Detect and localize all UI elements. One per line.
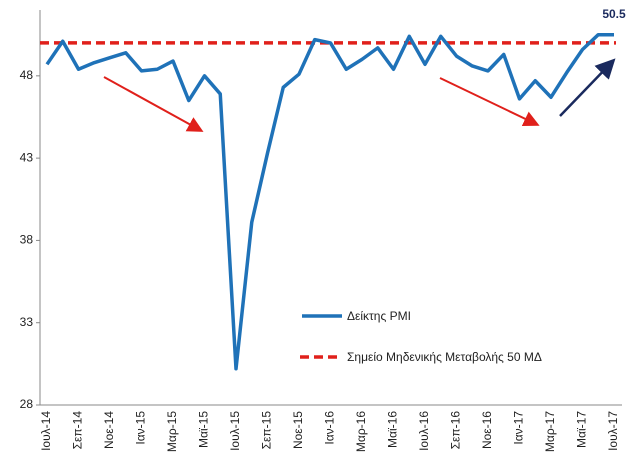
x-tick-label: Ιουλ-14 — [39, 411, 53, 451]
arrow — [439, 77, 540, 127]
x-tick-label: Σεπ-14 — [71, 411, 85, 450]
x-tick-label: Μαϊ-17 — [575, 411, 589, 448]
x-tick-label: Νοε-15 — [291, 411, 305, 449]
x-tick-label: Νοε-16 — [480, 411, 494, 449]
x-tick-label: Μαρ-16 — [354, 411, 368, 452]
legend-label: Σημείο Μηδενικής Μεταβολής 50 ΜΔ — [347, 350, 542, 364]
x-tick-label: Ιαν-16 — [323, 411, 337, 445]
pmi-line — [45, 32, 614, 371]
data-label: 50.5 — [602, 7, 626, 21]
x-tick-label: Νοε-14 — [102, 411, 116, 449]
arrow — [103, 76, 204, 132]
x-tick-label: Ιουλ-17 — [606, 411, 620, 451]
x-tick-label: Μαϊ-15 — [197, 411, 211, 448]
x-tick-label: Ιουλ-16 — [417, 411, 431, 451]
y-tick-label: 48 — [20, 68, 34, 82]
y-tick-label: 33 — [20, 315, 34, 329]
x-tick-label: Σεπ-15 — [260, 411, 274, 450]
x-tick-label: Ιουλ-15 — [228, 411, 242, 451]
y-tick-label: 43 — [20, 150, 34, 164]
x-tick-label: Μαρ-15 — [165, 411, 179, 452]
y-tick-label: 28 — [20, 397, 34, 411]
x-tick-label: Ιαν-15 — [134, 411, 148, 445]
x-tick-label: Μαϊ-16 — [386, 411, 400, 448]
x-tick-label: Ιαν-17 — [512, 411, 526, 445]
arrow — [559, 58, 616, 117]
legend-label: Δείκτης PMI — [347, 309, 411, 323]
y-tick-label: 38 — [20, 233, 34, 247]
x-tick-label: Μαρ-17 — [543, 411, 557, 452]
x-tick-label: Σεπ-16 — [449, 411, 463, 450]
trend-arrows — [103, 58, 616, 132]
